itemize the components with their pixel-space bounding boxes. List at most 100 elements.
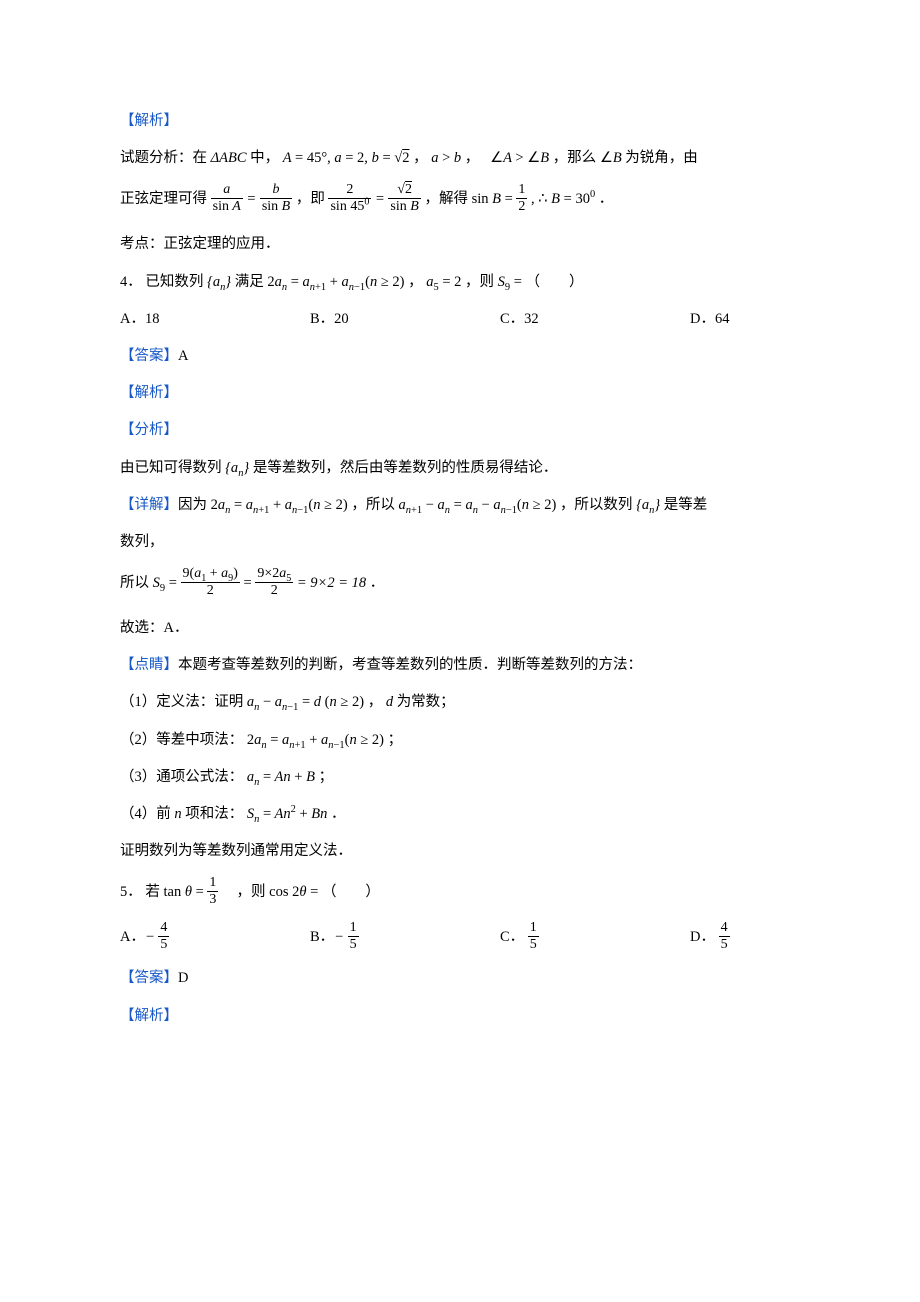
q4-opt-b: B．20 <box>310 308 500 331</box>
den: 2 <box>255 583 293 598</box>
label: C． <box>500 929 524 945</box>
q4-guxuan: 故选：A． <box>120 617 800 640</box>
text: ， <box>368 694 383 710</box>
eq: = <box>244 575 256 591</box>
text: 本题考查等差数列的判断，考查等差数列的性质．判断等差数列的方法： <box>178 657 642 673</box>
text: ， <box>413 150 428 166</box>
frac-b-sinb: b sin B <box>260 183 292 214</box>
answer-value: A <box>178 348 188 364</box>
q5-stem: 5． 若 tan θ = 1 3 ，则 cos 2θ = （ ） <box>120 877 800 908</box>
den: 5 <box>528 937 539 952</box>
eq: Sn = An2 + Bn <box>247 806 328 822</box>
text: （ ） <box>526 274 584 290</box>
seq-an: {an} <box>225 460 249 476</box>
num: 1 <box>528 921 539 937</box>
text: ，所以数列 <box>560 497 633 513</box>
text: （3）通项公式法： <box>120 769 243 785</box>
q4-s9-calc: 所以 S9 = 9(a1 + a9) 2 = 9×2a5 2 = 9×2 = 1… <box>120 568 800 599</box>
therefore: , ∴ B = 300 <box>531 191 595 207</box>
text: 中， <box>250 150 279 166</box>
q3-kaodian: 考点：正弦定理的应用． <box>120 233 800 256</box>
num: a <box>211 183 243 199</box>
frac-a-sina: a sin A <box>211 183 243 214</box>
q4-fenxi: 由已知可得数列 {an} 是等差数列，然后由等差数列的性质易得结论． <box>120 457 800 480</box>
q4-m3: （3）通项公式法： an = An + B ； <box>120 766 800 789</box>
eq: an = An + B <box>247 769 315 785</box>
den: 3 <box>207 892 218 907</box>
text: ． <box>331 806 346 822</box>
frac-2: 9×2a5 2 <box>255 567 293 598</box>
q3-analysis-line1: 试题分析：在 ΔABC 中， A = 45°, a = 2, b = √2 ， … <box>120 147 800 170</box>
period: ． <box>599 191 614 207</box>
num: 1 <box>207 876 218 892</box>
text: ，则 <box>222 884 266 900</box>
frac-1-2: 1 2 <box>516 183 527 214</box>
kaodian-label: 考点： <box>120 236 164 252</box>
text: ，所以 <box>351 497 395 513</box>
text: 为锐角，由 <box>625 150 698 166</box>
den: sin A <box>211 199 243 214</box>
num: 1 <box>348 921 359 937</box>
section-jiexi: 【解析】 <box>120 110 800 133</box>
q4-m1: （1）定义法：证明 an − an−1 = d (n ≥ 2) ， d 为常数； <box>120 691 800 714</box>
q5-opt-c: C． 1 5 <box>500 922 690 953</box>
label: B． <box>310 929 334 945</box>
q5-opt-a: A．− 4 5 <box>120 922 310 953</box>
text: ，解得 <box>424 191 468 207</box>
frac-1-3: 1 3 <box>207 876 218 907</box>
q4-opt-c: C．32 <box>500 308 690 331</box>
frac: 4 5 <box>158 921 169 952</box>
rest: = 9×2 = 18 <box>297 575 366 591</box>
eq: an − an−1 = d (n ≥ 2) <box>247 694 364 710</box>
s9: S9 = <box>153 575 181 591</box>
text: 是等差数列，然后由等差数列的性质易得结论． <box>253 460 558 476</box>
text: 试题分析：在 <box>120 150 207 166</box>
frac: 1 5 <box>528 921 539 952</box>
sign: − <box>145 929 155 945</box>
q5-num: 5． <box>120 884 142 900</box>
xiangjie-label: 【详解】 <box>120 497 178 513</box>
text: （4）前 <box>120 806 171 822</box>
q5-jiexi: 【解析】 <box>120 1005 800 1028</box>
den: 5 <box>348 937 359 952</box>
period: ． <box>370 575 385 591</box>
q4-xiangjie-l2: 数列， <box>120 531 800 554</box>
sinb: sin B = <box>472 191 517 207</box>
text: 项和法： <box>185 806 243 822</box>
eq: 2an = an+1 + an−1(n ≥ 2) <box>247 732 384 748</box>
text: 由已知可得数列 <box>120 460 222 476</box>
angle-ineq: ∠A > ∠B <box>490 150 549 166</box>
angle-b: ∠B <box>600 150 622 166</box>
q3-analysis-line2: 正弦定理可得 a sin A = b sin B ，即 2 sin 450 = … <box>120 184 800 215</box>
text: 已知数列 <box>145 274 203 290</box>
num: 4 <box>719 921 730 937</box>
q4-closing: 证明数列为等差数列通常用定义法． <box>120 840 800 863</box>
q4-dianjing: 【点睛】本题考查等差数列的判断，考查等差数列的性质．判断等差数列的方法： <box>120 654 800 677</box>
answer-label: 【答案】 <box>120 348 178 364</box>
sign: − <box>334 929 344 945</box>
text: 正弦定理可得 <box>120 191 207 207</box>
kaodian-text: 正弦定理的应用． <box>164 236 280 252</box>
q4-xiangjie-l1: 【详解】因为 2an = an+1 + an−1(n ≥ 2) ，所以 an+1… <box>120 494 800 517</box>
cond2: a > b <box>431 150 461 166</box>
text: （ ） <box>322 884 380 900</box>
q5-options: A．− 4 5 B．− 1 5 C． 1 5 D． 4 5 <box>120 922 800 953</box>
q4-num: 4． <box>120 274 142 290</box>
cond1: A = 45°, a = 2, b = √2 <box>283 150 410 166</box>
frac-rt2-sinb: √2 sin B <box>388 183 420 214</box>
num: b <box>260 183 292 199</box>
frac-2-sin45: 2 sin 450 <box>328 183 371 214</box>
den: 5 <box>719 937 730 952</box>
num: 9×2a5 <box>255 567 293 583</box>
d: d <box>386 694 397 710</box>
den: sin B <box>388 199 420 214</box>
frac-1: 9(a1 + a9) 2 <box>181 567 240 598</box>
q4-m4: （4）前 n 项和法： Sn = An2 + Bn ． <box>120 803 800 826</box>
q5-opt-b: B．− 1 5 <box>310 922 500 953</box>
frac: 4 5 <box>719 921 730 952</box>
den: sin 450 <box>328 199 371 214</box>
cos2t: cos 2θ = <box>269 884 318 900</box>
text: 若 <box>145 884 160 900</box>
seq-an: {an} <box>207 274 231 290</box>
eq: = <box>375 191 388 207</box>
